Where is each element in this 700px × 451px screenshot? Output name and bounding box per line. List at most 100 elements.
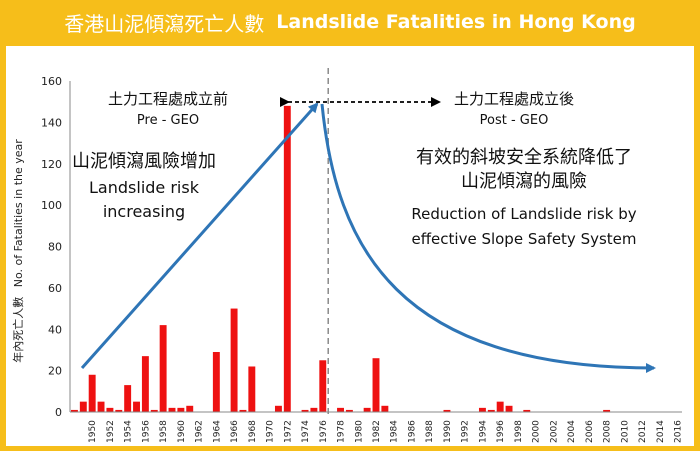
x-tick-label: 1988 (425, 420, 435, 443)
bar-1974 (301, 409, 309, 412)
x-tick-label: 1976 (319, 420, 329, 443)
right-annotation-zh-1: 有效的斜坡安全系統降低了 (416, 147, 632, 168)
pre-geo-label-en: Pre - GEO (137, 113, 199, 128)
x-tick-label: 1950 (88, 420, 98, 443)
x-tick-label: 1964 (212, 420, 222, 443)
x-tick-label: 2002 (549, 420, 559, 443)
bar-1978 (337, 407, 344, 412)
bar-1976 (319, 360, 327, 412)
title-english: Landslide Fatalities in Hong Kong (276, 11, 636, 33)
x-tick-label: 1992 (461, 420, 471, 443)
bar-1975 (310, 407, 318, 412)
pre-geo-label-zh: 土力工程處成立前 (108, 90, 228, 108)
bar-1997 (505, 405, 513, 412)
y-axis-title: 年內死亡人數 No. of Fatalities in the year (11, 139, 25, 363)
post-geo-label-en: Post - GEO (480, 113, 549, 128)
y-tick-label: 20 (48, 365, 62, 378)
bar-2008 (603, 409, 611, 412)
bar-1996 (496, 401, 504, 412)
x-tick-label: 1970 (266, 420, 276, 443)
bar-1981 (363, 407, 371, 412)
x-tick-label: 1968 (248, 420, 258, 443)
x-tick-label: 1982 (372, 420, 382, 443)
x-axis: 1950 1952 1954 1956 1958 1960 1962 1964 1966 1968… (70, 411, 684, 443)
x-tick-label: 1996 (496, 420, 506, 443)
x-tick-label: 1962 (195, 420, 205, 443)
x-tick-label: 2016 (674, 420, 684, 443)
bar-1957 (150, 409, 158, 412)
x-tick-label: 2006 (585, 420, 595, 443)
chart-panel: 年內死亡人數 No. of Fatalities in the year 0 20… (6, 46, 694, 446)
x-tick-label: 1980 (354, 420, 364, 443)
title-bar: 香港山泥傾瀉死亡人數 Landslide Fatalities in Hong … (0, 0, 700, 44)
bar-1967 (239, 409, 247, 412)
x-tick-label: 2012 (638, 420, 648, 443)
bar-1982 (372, 358, 380, 412)
bar-1994 (478, 407, 486, 412)
x-tick-label: 1956 (141, 420, 151, 443)
x-tick-label: 1984 (390, 420, 400, 443)
bar-1964 (212, 352, 220, 412)
bar-1999 (523, 409, 531, 412)
x-tick-label: 1972 (283, 420, 293, 443)
x-tick-label: 2000 (532, 420, 542, 443)
x-tick-label: 1990 (443, 420, 453, 443)
x-tick-label: 2004 (567, 420, 577, 443)
y-tick-label: 60 (48, 282, 62, 295)
y-tick-label: 160 (41, 75, 62, 88)
right-annotation-zh-2: 山泥傾瀉的風險 (461, 171, 587, 192)
x-tick-label: 2014 (656, 420, 666, 443)
bar-1951 (97, 401, 105, 412)
bar-1950 (88, 374, 96, 412)
right-annotation-en-2: effective Slope Safety System (411, 230, 636, 248)
y-tick-label: 0 (55, 406, 62, 419)
bar-1971 (274, 405, 282, 412)
left-annotation-en-1: Landslide risk (89, 178, 200, 197)
x-tick-label: 1952 (106, 420, 116, 443)
bar-1960 (177, 407, 185, 412)
y-tick-label: 140 (41, 116, 62, 129)
bar-1961 (186, 405, 194, 412)
y-axis: 0 20 40 60 80 100 120 140 160 (41, 75, 71, 419)
bar-1979 (345, 409, 353, 412)
bar-1955 (133, 401, 140, 412)
y-tick-label: 40 (48, 323, 62, 336)
left-annotation-zh: 山泥傾瀉風險增加 (72, 151, 216, 172)
y-tick-label: 80 (48, 241, 62, 254)
y-tick-label: 120 (41, 158, 62, 171)
bar-1949 (79, 401, 87, 412)
x-tick-label: 1986 (407, 420, 417, 443)
bar-1959 (168, 407, 176, 412)
x-tick-label: 1978 (337, 420, 347, 443)
bar-1990 (443, 409, 451, 412)
bar-1958 (159, 325, 167, 412)
bar-1983 (381, 405, 389, 412)
x-tick-label: 2008 (603, 420, 613, 443)
title-chinese: 香港山泥傾瀉死亡人數 (64, 11, 265, 36)
risk-increasing-arrow (80, 102, 319, 369)
bar-1956 (141, 356, 149, 412)
bars (70, 105, 611, 412)
y-axis-title-en: No. of Fatalities in the year (12, 139, 25, 288)
fatalities-chart: 年內死亡人數 No. of Fatalities in the year 0 20… (11, 68, 684, 443)
post-geo-label-zh: 土力工程處成立後 (454, 90, 574, 108)
x-tick-label: 1994 (478, 420, 488, 443)
bar-1948 (70, 409, 78, 412)
x-tick-label: 1966 (230, 420, 240, 443)
x-tick-label: 1974 (301, 420, 311, 443)
x-tick-label: 1958 (159, 420, 169, 443)
y-axis-title-zh: 年內死亡人數 (11, 297, 25, 363)
bar-1995 (487, 409, 495, 412)
right-annotation-en-1: Reduction of Landslide risk by (411, 205, 636, 223)
bar-1968 (248, 366, 256, 412)
x-tick-label: 1960 (177, 420, 187, 443)
bar-1966 (230, 308, 238, 412)
x-tick-label: 1954 (124, 420, 134, 443)
risk-reduction-arrow (320, 103, 656, 373)
x-tick-label: 1998 (514, 420, 524, 443)
y-tick-label: 100 (41, 199, 62, 212)
bar-1972 (283, 105, 291, 412)
left-annotation-en-2: increasing (103, 202, 185, 221)
bar-1953 (115, 409, 123, 412)
bar-1952 (106, 407, 114, 412)
